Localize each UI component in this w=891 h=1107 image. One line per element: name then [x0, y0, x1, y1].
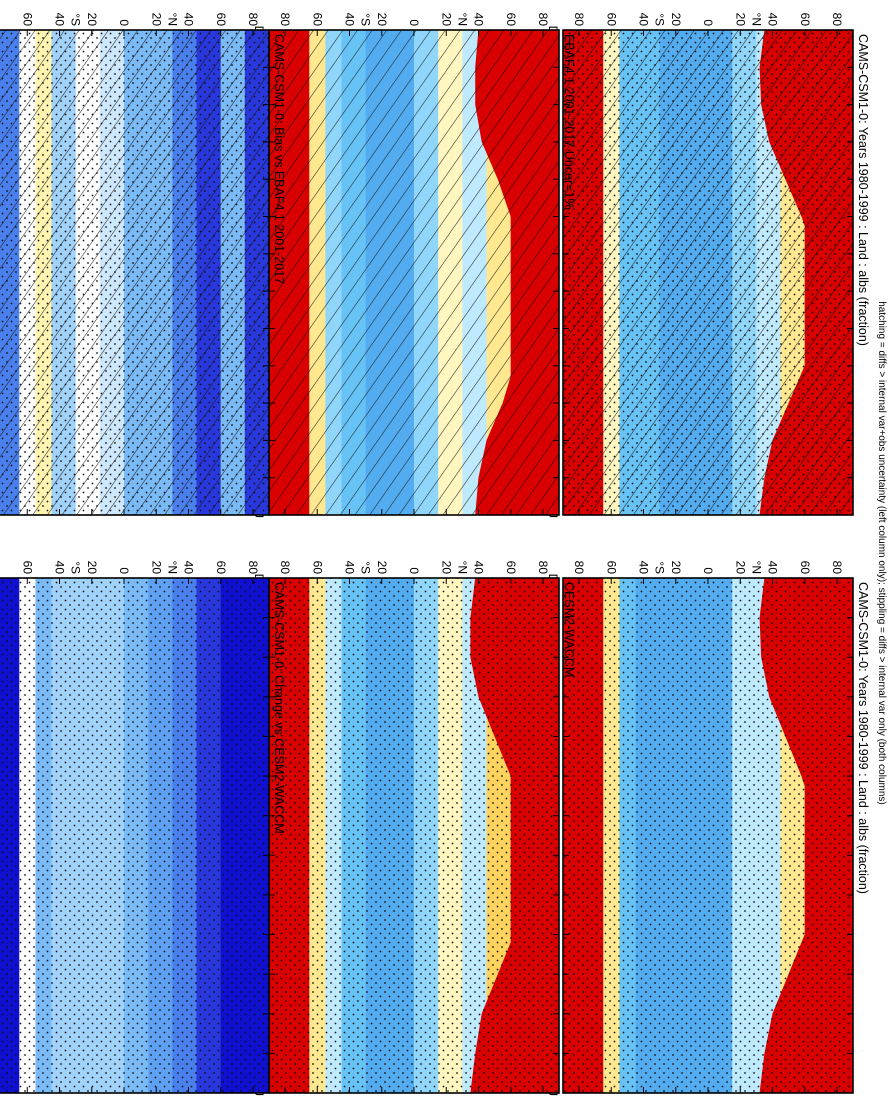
y-tick-label: 20 — [149, 561, 163, 575]
y-tick-label: 40 — [766, 13, 780, 27]
y-tick-label: 40 — [343, 561, 357, 575]
y-tick-label: 20 — [439, 561, 453, 575]
y-tick-label: 80 — [572, 561, 586, 575]
y-tick-label: 60 — [20, 561, 34, 575]
y-tick-label: 0 — [407, 567, 421, 574]
heatmap-field — [563, 30, 853, 515]
y-tick-label: 40 — [182, 561, 196, 575]
stippling-overlay — [563, 578, 853, 1093]
y-tick-label: 60 — [310, 13, 324, 27]
y-tick-label: 20 — [375, 13, 389, 27]
y-hemi-south: °S — [653, 13, 667, 26]
heatmap-field — [269, 578, 559, 1093]
y-tick-label: 0 — [701, 19, 715, 26]
footnote: hatching = diffs > internal var+obs unce… — [876, 301, 887, 805]
stippling-overlay — [563, 30, 853, 515]
y-tick-label: 40 — [637, 13, 651, 27]
panel-title: CAMS-CSM1-0: Years 1980-1999 : Land : al… — [856, 34, 870, 346]
y-tick-label: 40 — [182, 13, 196, 27]
y-tick-label: 60 — [214, 561, 228, 575]
y-tick-label: 80 — [246, 13, 260, 27]
panel-3: CESM2-WACCM80604020020406080°N°SDJFMAMJJ… — [171, 561, 576, 1096]
stippling-overlay — [0, 578, 269, 1093]
y-tick-label: 80 — [0, 561, 2, 575]
y-hemi-north: °N — [455, 561, 469, 574]
y-hemi-north: °N — [749, 13, 763, 26]
stippling-overlay — [0, 30, 269, 515]
y-tick-label: 20 — [85, 13, 99, 27]
y-tick-label: 80 — [278, 561, 292, 575]
y-tick-label: 0 — [407, 19, 421, 26]
y-tick-label: 60 — [214, 13, 228, 27]
y-tick-label: 60 — [604, 13, 618, 27]
heatmap-field — [0, 578, 269, 1093]
y-tick-label: 20 — [733, 13, 747, 27]
panel-title: CAMS-CSM1-0: Bias vs EBAF4.1 2001-2017 — [272, 34, 286, 284]
y-tick-label: 20 — [733, 561, 747, 575]
y-tick-label: 80 — [830, 561, 844, 575]
y-tick-label: 20 — [375, 561, 389, 575]
y-tick-label: 20 — [149, 13, 163, 27]
heatmap-field — [563, 578, 853, 1093]
y-hemi-south: °S — [359, 13, 373, 26]
y-hemi-north: °N — [749, 561, 763, 574]
y-tick-label: 0 — [117, 19, 131, 26]
y-tick-label: 60 — [504, 561, 518, 575]
y-tick-label: 60 — [604, 561, 618, 575]
y-tick-label: 60 — [798, 13, 812, 27]
y-tick-label: 80 — [572, 13, 586, 27]
y-tick-label: 40 — [472, 561, 486, 575]
y-tick-label: 0 — [117, 567, 131, 574]
y-tick-label: 80 — [830, 13, 844, 27]
y-tick-label: 40 — [53, 13, 67, 27]
y-hemi-south: °S — [653, 561, 667, 574]
y-tick-label: 60 — [798, 561, 812, 575]
panel-title: CAMS-CSM1-0: Years 1980-1999 : Land : al… — [856, 582, 870, 894]
y-tick-label: 80 — [536, 561, 550, 575]
panel-5: CAMS-CSM1-0: Change vs CESM2-WACCM 80 60 40… — [0, 561, 286, 1094]
y-tick-label: 80 — [536, 13, 550, 27]
y-tick-label: 40 — [766, 561, 780, 575]
panel-4: CAMS-CSM1-0: Bias vs EBAF4.1 2001-2017 80… — [0, 13, 286, 516]
y-tick-label: 60 — [504, 13, 518, 27]
panel-title: EBAF4.1 2001-2017 Uncer=1% — [562, 34, 576, 209]
y-tick-label: 40 — [472, 13, 486, 27]
y-tick-label: 0 — [701, 567, 715, 574]
y-tick-label: 80 — [0, 13, 2, 27]
y-hemi-north: °N — [165, 13, 179, 26]
y-hemi-south: °S — [359, 561, 373, 574]
y-tick-label: 40 — [53, 561, 67, 575]
y-tick-label: 60 — [310, 561, 324, 575]
y-tick-label: 40 — [637, 561, 651, 575]
y-tick-label: 80 — [246, 561, 260, 575]
y-hemi-north: °N — [165, 561, 179, 574]
y-tick-label: 20 — [85, 561, 99, 575]
heatmap-field — [269, 30, 559, 515]
y-tick-label: 60 — [20, 13, 34, 27]
y-tick-label: 20 — [669, 561, 683, 575]
hatching-overlay — [269, 30, 559, 515]
y-hemi-north: °N — [455, 13, 469, 26]
y-tick-label: 80 — [278, 13, 292, 27]
y-tick-label: 20 — [439, 13, 453, 27]
panel-title: CESM2-WACCM — [562, 582, 576, 677]
stippling-overlay — [269, 578, 559, 1093]
y-tick-label: 20 — [669, 13, 683, 27]
y-hemi-south: °S — [69, 13, 83, 26]
heatmap-field — [0, 30, 269, 515]
y-hemi-south: °S — [69, 561, 83, 574]
panel-title: CAMS-CSM1-0: Change vs CESM2-WACCM — [272, 582, 286, 834]
y-tick-label: 40 — [343, 13, 357, 27]
